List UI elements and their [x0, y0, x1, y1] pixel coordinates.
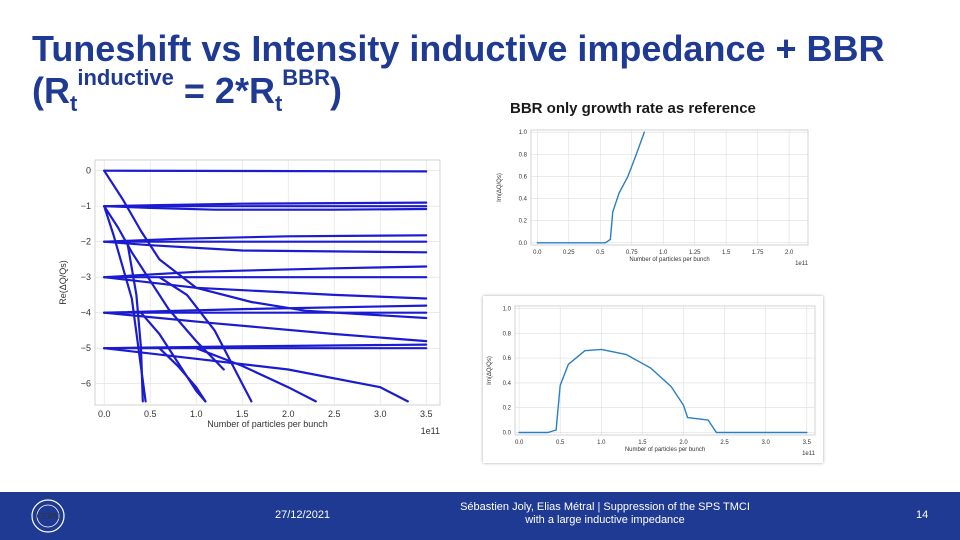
title-open: (R [32, 70, 70, 111]
tuneshift-y-tick-label: 0 [86, 166, 91, 176]
tuneshift-series-line [103, 234, 428, 243]
growth-top-y-tick-label: 0.6 [519, 174, 528, 180]
growth-bottom-y-tick-label: 0.8 [503, 331, 512, 337]
title-subscript-1: t [70, 91, 78, 116]
growth-bottom-x-tick-label: 2.0 [679, 440, 688, 446]
growth-top-y-tick-label: 0.2 [519, 219, 528, 225]
growth-top-x-axis-label: Number of particles per bunch [629, 257, 709, 263]
tuneshift-x-tick-label: 1.0 [190, 409, 203, 419]
footer-bar: CERN 27/12/2021 Sébastien Joly, Elias Mé… [0, 492, 960, 540]
growth-top-x-tick-label: 1.0 [659, 250, 668, 256]
growth-top-x-tick-label: 0.5 [596, 250, 605, 256]
tuneshift-y-tick-label: −6 [81, 379, 91, 389]
footer-author: Sébastien Joly, Elias Métral | Suppressi… [440, 501, 770, 527]
footer-date: 27/12/2021 [275, 509, 331, 521]
growth-bottom-plot-area [514, 305, 816, 436]
slide-title: Tuneshift vs Intensity inductive impedan… [32, 28, 885, 115]
growth-bottom-x-tick-label: 0.0 [515, 440, 524, 446]
growth-top-x-tick-label: 1.25 [689, 250, 701, 256]
growth-top-x-offset-label: 1e11 [795, 261, 809, 267]
tuneshift-x-tick-label: 3.5 [420, 409, 433, 419]
logo-text: CERN [37, 512, 60, 521]
title-line-1: Tuneshift vs Intensity inductive impedan… [32, 28, 885, 69]
tuneshift-series-line [139, 311, 207, 403]
growth-bottom-x-tick-label: 2.5 [720, 440, 729, 446]
title-superscript-1: inductive [77, 65, 174, 90]
growth-bottom-y-tick-label: 0.2 [503, 406, 512, 412]
tuneshift-x-tick-label: 0.0 [98, 409, 111, 419]
growth-bottom-x-tick-label: 3.0 [762, 440, 771, 446]
tuneshift-y-tick-label: −5 [81, 343, 91, 353]
tuneshift-series-line [126, 240, 144, 403]
growth-top-x-tick-label: 2.0 [785, 250, 794, 256]
tuneshift-x-tick-label: 1.5 [236, 409, 249, 419]
growth-top-y-tick-label: 1.0 [519, 130, 528, 136]
page-number: 14 [916, 509, 929, 521]
tuneshift-series-line [103, 205, 147, 403]
tuneshift-series-line [103, 169, 428, 320]
growth-top-x-tick-label: 0.25 [563, 250, 575, 256]
reference-caption: BBR only growth rate as reference [510, 100, 756, 117]
growth-rate-plot-top: 0.0 0.25 0.5 0.75 1.0 1.25 1.5 1.75 2.0 0.0 0.2 0.4… [493, 120, 813, 275]
tuneshift-series-line [103, 205, 225, 371]
growth-rate-plot-bottom: 0.0 0.5 1.0 1.5 2.0 2.5 3.0 3.5 0.0 0.2 0.4 0.6 0.8 1… [483, 296, 823, 463]
footer-author-line-2: with a large inductive impedance [525, 514, 685, 526]
tuneshift-plot: 0.0 0.5 1.0 1.5 2.0 2.5 3.0 3.5 0 −1 −2 −3 −4 −5 −6 Num… [55, 140, 445, 445]
growth-top-y-tick-label: 0.0 [519, 241, 528, 247]
tuneshift-y-axis-label: Re(ΔQ/Qs) [58, 260, 68, 305]
tuneshift-series-line [103, 205, 428, 211]
growth-bottom-y-tick-label: 1.0 [503, 306, 512, 312]
growth-bottom-x-axis-label: Number of particles per bunch [625, 447, 705, 453]
growth-top-x-tick-label: 0.75 [626, 250, 638, 256]
growth-bottom-x-tick-label: 1.5 [638, 440, 647, 446]
growth-top-y-axis-label: Im(ΔQ/Qs) [497, 173, 503, 202]
tuneshift-y-tick-label: −3 [81, 272, 91, 282]
growth-bottom-y-tick-label: 0.6 [503, 356, 512, 362]
growth-rate-chart-top: 0.0 0.25 0.5 0.75 1.0 1.25 1.5 1.75 2.0 0.0 0.2 0.4… [497, 129, 809, 267]
tuneshift-y-tick-label: −1 [81, 201, 91, 211]
tuneshift-x-tick-label: 3.0 [374, 409, 387, 419]
growth-bottom-x-tick-label: 1.0 [597, 440, 606, 446]
growth-bottom-y-axis-label: Im(ΔQ/Qs) [487, 356, 493, 385]
footer-author-line-1: Sébastien Joly, Elias Métral | Suppressi… [460, 501, 750, 513]
tuneshift-series-line [158, 276, 253, 403]
tuneshift-series-line [158, 347, 207, 403]
growth-bottom-x-offset-label: 1e11 [802, 451, 816, 457]
cern-logo-icon: CERN [31, 499, 65, 533]
tuneshift-x-tick-label: 0.5 [144, 409, 157, 419]
tuneshift-x-axis-label: Number of particles per bunch [207, 419, 328, 429]
tuneshift-series-line [103, 311, 428, 343]
growth-top-plot-area [530, 129, 809, 246]
growth-top-x-tick-label: 1.75 [752, 250, 764, 256]
tuneshift-y-tick-label: −4 [81, 308, 91, 318]
title-equation: = 2*R [173, 70, 275, 111]
tuneshift-x-offset-label: 1e11 [421, 426, 440, 436]
growth-bottom-y-tick-label: 0.0 [503, 431, 512, 437]
growth-bottom-y-tick-label: 0.4 [503, 381, 512, 387]
tuneshift-series-line [195, 347, 317, 403]
title-close: ) [329, 70, 342, 111]
growth-top-x-tick-label: 1.5 [722, 250, 731, 256]
title-superscript-2: BBR [282, 65, 330, 90]
tuneshift-chart: 0.0 0.5 1.0 1.5 2.0 2.5 3.0 3.5 0 −1 −2 −3 −4 −5 −6 Num… [58, 159, 441, 436]
tuneshift-series-line [103, 169, 428, 173]
tuneshift-x-tick-label: 2.0 [282, 409, 295, 419]
growth-bottom-series-line [518, 348, 808, 434]
growth-top-series-line [536, 131, 646, 244]
tuneshift-y-tick-label: −2 [81, 237, 91, 247]
tuneshift-series-line [103, 265, 428, 279]
growth-top-y-tick-label: 0.8 [519, 152, 528, 158]
growth-top-x-tick-label: 0.0 [533, 250, 542, 256]
growth-bottom-x-tick-label: 3.5 [803, 440, 812, 446]
growth-bottom-x-tick-label: 0.5 [556, 440, 565, 446]
title-line-2: (Rtinductive = 2*RtBBR) [32, 67, 885, 115]
growth-top-y-tick-label: 0.4 [519, 197, 528, 203]
tuneshift-series-line [103, 304, 428, 314]
tuneshift-x-tick-label: 2.5 [328, 409, 341, 419]
growth-rate-chart-bottom: 0.0 0.5 1.0 1.5 2.0 2.5 3.0 3.5 0.0 0.2 0.4 0.6 0.8 1… [487, 305, 816, 457]
title-subscript-2: t [274, 91, 283, 116]
